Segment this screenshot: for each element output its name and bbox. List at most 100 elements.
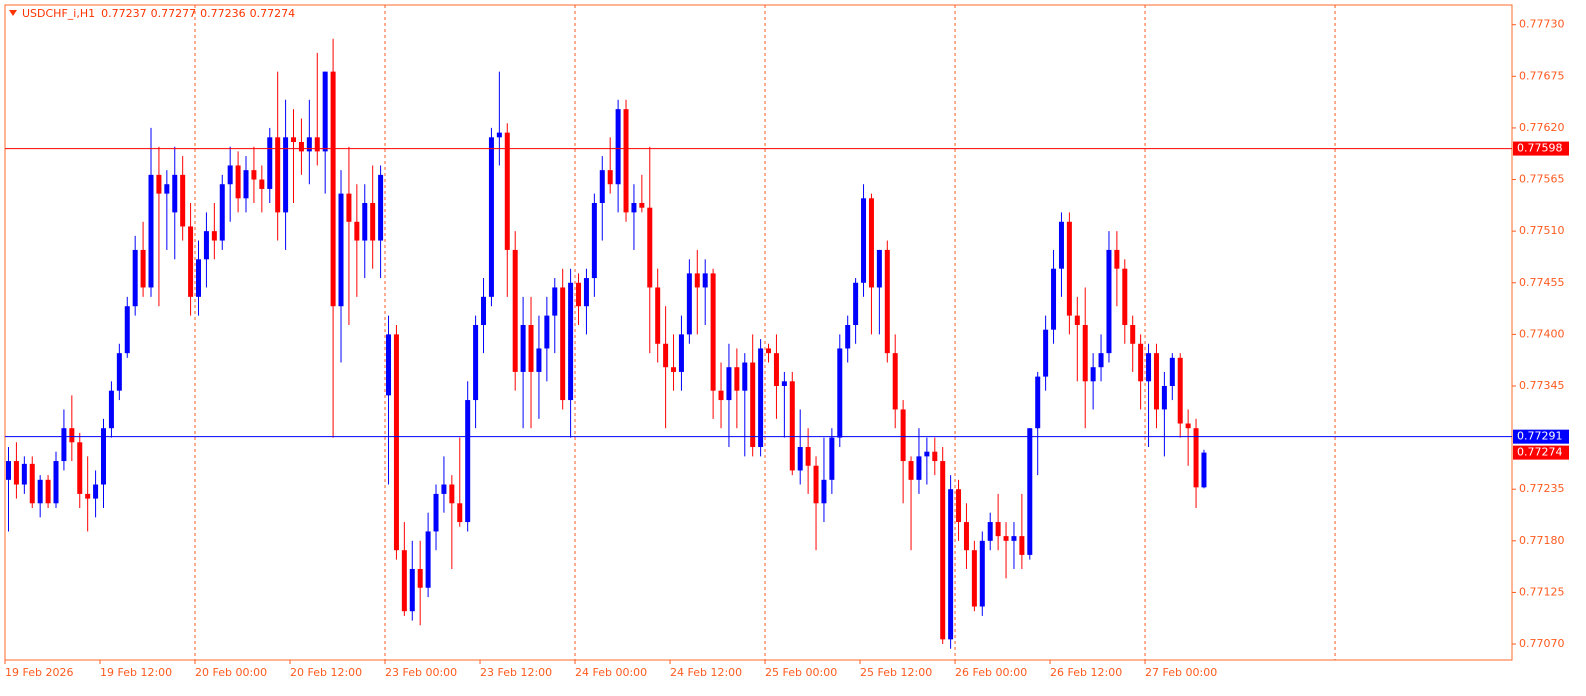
candle-body bbox=[892, 353, 898, 410]
candle-body bbox=[1082, 324, 1088, 382]
candle-body bbox=[1122, 268, 1128, 325]
y-tick-label: 0.77730 bbox=[1519, 18, 1565, 31]
candle-body bbox=[1011, 536, 1017, 541]
candle-body bbox=[853, 282, 859, 325]
candle-body bbox=[528, 324, 534, 372]
candle-body bbox=[813, 465, 819, 504]
candle-body bbox=[116, 353, 122, 391]
candle-body bbox=[338, 193, 344, 307]
plot-border bbox=[4, 4, 1513, 661]
candle-body bbox=[1043, 329, 1049, 377]
candle-body bbox=[552, 287, 558, 316]
x-tick-label: 27 Feb 00:00 bbox=[1145, 666, 1217, 679]
candle-body bbox=[591, 203, 597, 279]
candle-body bbox=[1153, 353, 1159, 410]
x-tick-label: 26 Feb 12:00 bbox=[1050, 666, 1122, 679]
candle-body bbox=[314, 137, 320, 152]
candle-body bbox=[908, 461, 914, 480]
candle-body bbox=[884, 249, 890, 354]
candle-body bbox=[773, 353, 779, 386]
candle-body bbox=[69, 428, 75, 443]
candle-body bbox=[275, 137, 281, 213]
candle-body bbox=[37, 479, 43, 504]
candle-body bbox=[488, 137, 494, 297]
candle-body bbox=[1193, 428, 1199, 488]
last-open: 0.77237 bbox=[101, 7, 147, 20]
candle-body bbox=[1185, 423, 1191, 429]
last-price-box bbox=[1513, 445, 1569, 460]
candle-body bbox=[219, 184, 225, 241]
y-tick-label: 0.77125 bbox=[1519, 585, 1565, 598]
candle-body bbox=[623, 109, 629, 213]
candle-body bbox=[979, 540, 985, 607]
candle-body bbox=[876, 249, 882, 288]
chart-header: USDCHF_i,H1 0.77237 0.77277 0.77236 0.77274 bbox=[22, 7, 295, 20]
candle-body bbox=[235, 165, 241, 199]
candle-body bbox=[536, 348, 542, 372]
candle-body bbox=[449, 484, 455, 504]
candle-body bbox=[750, 362, 756, 447]
candle-body bbox=[829, 437, 835, 480]
candle-body bbox=[639, 203, 645, 208]
candle-body bbox=[710, 273, 716, 391]
candle-body bbox=[227, 165, 233, 185]
candle-body bbox=[861, 198, 867, 283]
y-tick-label: 0.77345 bbox=[1519, 379, 1565, 392]
candle-body bbox=[900, 409, 906, 462]
y-tick-label: 0.77675 bbox=[1519, 69, 1565, 82]
candle-body bbox=[386, 334, 392, 396]
candle-body bbox=[21, 463, 27, 485]
candle-body bbox=[726, 367, 732, 401]
candle-body bbox=[6, 461, 11, 480]
candle-body bbox=[298, 142, 304, 152]
candle-body bbox=[354, 221, 360, 241]
candle-body bbox=[243, 170, 249, 199]
candle-body bbox=[520, 324, 526, 372]
candle-body bbox=[140, 249, 146, 288]
candle-body bbox=[45, 479, 51, 504]
candle-body bbox=[948, 489, 954, 640]
candle-body bbox=[1035, 376, 1041, 429]
candle-body bbox=[766, 348, 772, 354]
candle-body bbox=[718, 390, 724, 401]
y-tick-label: 0.77620 bbox=[1519, 121, 1565, 134]
candle-body bbox=[995, 522, 1001, 537]
price-box-label: 0.77291 bbox=[1517, 430, 1563, 443]
candle-body bbox=[29, 463, 35, 504]
y-tick-label: 0.77070 bbox=[1519, 637, 1565, 650]
candle-body bbox=[322, 71, 328, 152]
candle-body bbox=[156, 174, 162, 194]
candle-body bbox=[647, 207, 653, 288]
candle-body bbox=[1027, 428, 1033, 555]
candle-body bbox=[868, 198, 874, 288]
candle-body bbox=[583, 278, 589, 307]
candle-body bbox=[53, 461, 59, 504]
candle-body bbox=[1058, 221, 1064, 269]
candle-body bbox=[956, 489, 962, 523]
y-tick-label: 0.77400 bbox=[1519, 327, 1565, 340]
y-tick-label: 0.77510 bbox=[1519, 224, 1565, 237]
candle-body bbox=[671, 367, 677, 372]
candle-body bbox=[971, 550, 977, 607]
candle-body bbox=[607, 170, 613, 185]
candle-body bbox=[409, 568, 415, 612]
candle-body bbox=[789, 381, 795, 471]
candle-body bbox=[1098, 353, 1104, 368]
x-tick-label: 24 Feb 12:00 bbox=[670, 666, 742, 679]
candle-body bbox=[599, 170, 605, 204]
x-tick-label: 19 Feb 12:00 bbox=[100, 666, 172, 679]
candle-body bbox=[837, 348, 843, 438]
candle-body bbox=[164, 184, 170, 194]
candle-body bbox=[1051, 268, 1057, 330]
candle-body bbox=[362, 203, 368, 241]
menu-triangle[interactable] bbox=[9, 10, 17, 16]
y-tick-label: 0.77235 bbox=[1519, 482, 1565, 495]
x-tick-label: 24 Feb 00:00 bbox=[575, 666, 647, 679]
candle-body bbox=[845, 324, 851, 349]
candle-body bbox=[457, 503, 463, 523]
candle-body bbox=[987, 522, 993, 541]
y-tick-label: 0.77565 bbox=[1519, 173, 1565, 186]
candle-body bbox=[401, 550, 407, 612]
